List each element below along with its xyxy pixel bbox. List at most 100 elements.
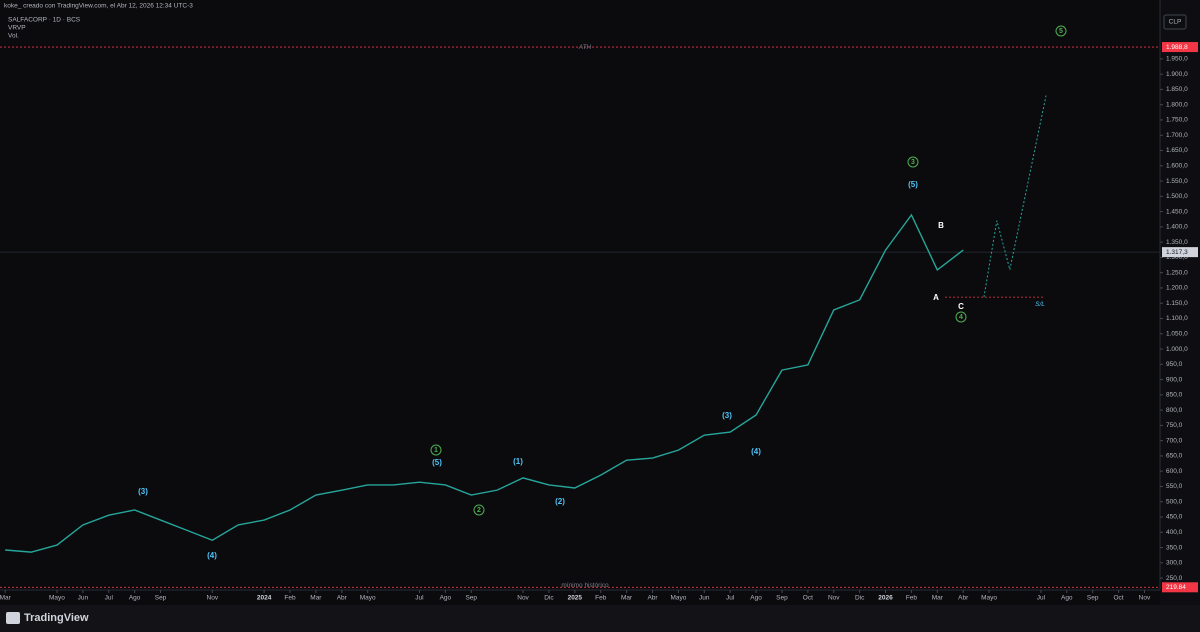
x-tick-label: Nov [1139, 595, 1151, 602]
currency[interactable]: CLP [1169, 19, 1182, 26]
y-tick-label: 1.700,0 [1166, 132, 1188, 139]
current-price: 1.317,3 [1166, 249, 1188, 256]
wave-circle [1055, 25, 1067, 37]
y-tick-label: 950,0 [1166, 361, 1183, 368]
x-tick-label: Feb [906, 595, 918, 602]
y-tick-label: 550,0 [1166, 483, 1183, 490]
x-tick-label: Oct [1114, 595, 1124, 602]
y-tick-label: 1.450,0 [1166, 208, 1188, 215]
x-tick-label: Sep [465, 595, 477, 602]
x-tick-label: Nov [517, 595, 529, 602]
wave-circle [473, 504, 485, 516]
y-tick-label: 1.550,0 [1166, 178, 1188, 185]
y-tick-label: 1.650,0 [1166, 147, 1188, 154]
y-tick-label: 1.900,0 [1166, 71, 1188, 78]
x-tick-label: Abr [958, 595, 969, 602]
price-line [5, 213, 964, 553]
x-tick-label: Oct [803, 595, 813, 602]
wave-circle [430, 444, 442, 456]
y-tick-label: 1.600,0 [1166, 163, 1188, 170]
wave-circle [955, 311, 967, 323]
x-tick-label: Dic [855, 595, 865, 602]
wave-label: (2) [555, 497, 565, 506]
y-tick-label: 700,0 [1166, 437, 1183, 444]
wave-circle [907, 156, 919, 168]
currency-box[interactable] [1163, 14, 1187, 30]
y-tick-label: 600,0 [1166, 468, 1183, 475]
wave-label: C [958, 302, 964, 311]
wave-label: 5 [1059, 28, 1063, 35]
ath-price: 1.988,8 [1166, 44, 1188, 51]
y-tick-label: 1.250,0 [1166, 269, 1188, 276]
y-tick-label: 1.100,0 [1166, 315, 1188, 322]
logo: TradingView [24, 612, 89, 624]
wave-label: A [933, 293, 939, 302]
y-tick-label: 1.800,0 [1166, 101, 1188, 108]
y-tick-label: 1.300,0 [1166, 254, 1188, 261]
x-tick-label: Jul [726, 595, 735, 602]
x-tick-label: 2024 [257, 595, 272, 602]
y-tick-label: 250,0 [1166, 575, 1183, 582]
x-tick-label: Mar [0, 595, 12, 602]
x-tick-label: 2026 [878, 595, 893, 602]
x-tick-label: Ago [129, 595, 141, 602]
wave-label: (3) [722, 411, 732, 420]
x-tick-label: Jul [105, 595, 114, 602]
y-tick-label: 500,0 [1166, 498, 1183, 505]
wave-label: 1 [434, 447, 438, 454]
x-tick-label: Nov [828, 595, 840, 602]
x-tick-label: Mar [932, 595, 944, 602]
y-tick-label: 300,0 [1166, 560, 1183, 567]
wave-label: (4) [207, 551, 217, 560]
x-tick-label: Sep [1087, 595, 1099, 602]
x-tick-label: Feb [284, 595, 296, 602]
x-tick-label: Abr [647, 595, 658, 602]
x-tick-label: Dic [544, 595, 554, 602]
x-tick-label: Mayo [360, 595, 376, 602]
x-tick-label: Jun [699, 595, 710, 602]
low-price-box [1162, 582, 1198, 593]
indicator: Vol. [8, 33, 19, 40]
symbol: SALFACORP · 1D · BCS [8, 17, 81, 24]
x-tick-label: Abr [337, 595, 348, 602]
x-tick-label: Mar [310, 595, 322, 602]
wave-label: 2 [477, 507, 481, 514]
projection [983, 95, 1047, 298]
x-tick-label: Ago [440, 595, 452, 602]
x-tick-label: Sep [155, 595, 167, 602]
price-axis-panel [1160, 0, 1200, 605]
wave-label: (4) [751, 447, 761, 456]
x-tick-label: Nov [207, 595, 219, 602]
y-tick-label: 900,0 [1166, 376, 1183, 383]
y-tick-label: 750,0 [1166, 422, 1183, 429]
x-tick-label: Mayo [981, 595, 997, 602]
wave-label: (3) [138, 487, 148, 496]
y-tick-label: 450,0 [1166, 514, 1183, 521]
y-tick-label: 1.050,0 [1166, 330, 1188, 337]
wave-label: 4 [959, 314, 963, 321]
y-tick-label: 850,0 [1166, 392, 1183, 399]
x-tick-label: Jul [415, 595, 424, 602]
x-tick-label: Mar [621, 595, 633, 602]
byline: koke_ creado con TradingView.com, el Abr… [4, 3, 193, 10]
y-tick-label: 800,0 [1166, 407, 1183, 414]
y-tick-label: 1.200,0 [1166, 285, 1188, 292]
ath-label: ATH [578, 44, 592, 51]
y-tick-label: 1.000,0 [1166, 346, 1188, 353]
y-tick-label: 1.500,0 [1166, 193, 1188, 200]
wave-label: (1) [513, 457, 523, 466]
low-label: mínimo histórico [561, 582, 609, 589]
y-tick-label: 350,0 [1166, 544, 1183, 551]
x-tick-label: Jun [78, 595, 89, 602]
x-tick-label: Ago [750, 595, 762, 602]
footer-bar [0, 605, 1200, 632]
logo-icon [6, 612, 20, 624]
ath-price-box [1162, 42, 1198, 53]
x-tick-label: Ago [1061, 595, 1073, 602]
wave-label: 3 [911, 159, 915, 166]
indicator: VRVP [8, 25, 26, 32]
y-tick-label: 1.950,0 [1166, 56, 1188, 63]
y-tick-label: 1.850,0 [1166, 86, 1188, 93]
